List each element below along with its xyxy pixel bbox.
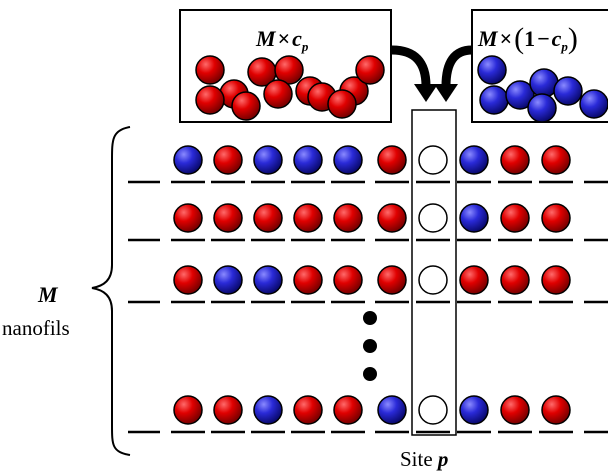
brace-text: nanofils (2, 316, 70, 340)
arrow-head-blue (434, 84, 458, 102)
nanowire-row (128, 203, 608, 242)
red-atom (541, 145, 571, 175)
red-atom (173, 203, 203, 233)
ellipsis-dot (363, 339, 377, 353)
blue-atom (579, 89, 608, 119)
blue-atom (213, 265, 243, 295)
vacancy-site (418, 203, 448, 233)
red-atom (333, 265, 363, 295)
blue-atom (527, 93, 557, 123)
red-atom-pile (195, 55, 385, 121)
red-atom (274, 55, 304, 85)
ellipsis (363, 311, 377, 381)
red-atom (355, 55, 385, 85)
arrow-from-blue-reservoir (441, 45, 473, 87)
blue-atom (253, 145, 283, 175)
vacancy-site (418, 395, 448, 425)
brace-symbol: M (37, 282, 59, 307)
red-atom (263, 79, 293, 109)
red-atom (195, 55, 225, 85)
ellipsis-dot (363, 367, 377, 381)
blue-reservoir-label: M×(1−cp) (477, 22, 578, 55)
red-atom (377, 145, 407, 175)
blue-atom (553, 76, 583, 106)
brace (91, 126, 131, 456)
blue-atom (253, 265, 283, 295)
ellipsis-dot (363, 311, 377, 325)
red-atom (213, 395, 243, 425)
blue-atom (459, 203, 489, 233)
arrow-head-red (414, 84, 438, 102)
blue-atom (459, 395, 489, 425)
blue-atom (479, 85, 509, 115)
nanowire-row (128, 145, 608, 184)
blue-atom (459, 145, 489, 175)
red-atom (293, 265, 323, 295)
blue-atom (477, 55, 507, 85)
blue-atom (333, 145, 363, 175)
red-atom (333, 395, 363, 425)
red-atom (327, 89, 357, 119)
blue-atom (253, 395, 283, 425)
arrows (391, 45, 473, 102)
red-atom (293, 203, 323, 233)
red-reservoir-label: M×cp (255, 26, 309, 54)
red-atom (541, 265, 571, 295)
red-atom (231, 91, 261, 121)
red-atom (173, 395, 203, 425)
blue-atom-pile (477, 55, 608, 123)
red-atom (541, 395, 571, 425)
red-atom (541, 203, 571, 233)
site-column (411, 109, 457, 436)
blue-reservoir: M×(1−cp) (471, 9, 608, 123)
red-atom (213, 145, 243, 175)
blue-atom (377, 395, 407, 425)
blue-atom (293, 145, 323, 175)
red-atom (213, 203, 243, 233)
blue-atom (173, 145, 203, 175)
arrow-from-red-reservoir (391, 45, 431, 87)
vacancy-site (418, 145, 448, 175)
blue-atom (505, 80, 535, 110)
red-atom (500, 203, 530, 233)
nanowire-row (128, 265, 608, 304)
red-atom (500, 145, 530, 175)
red-reservoir: M×cp (179, 9, 392, 123)
red-atom (459, 265, 489, 295)
red-atom (500, 265, 530, 295)
nanowire-row (128, 395, 608, 434)
nanowire-rows (128, 145, 608, 434)
red-atom (173, 265, 203, 295)
red-atom (333, 203, 363, 233)
red-atom (293, 395, 323, 425)
red-atom (377, 265, 407, 295)
red-atom (377, 203, 407, 233)
red-atom (500, 395, 530, 425)
red-atom (195, 85, 225, 115)
red-atom (253, 203, 283, 233)
site-label: Site p (400, 447, 448, 471)
vacancy-site (418, 265, 448, 295)
